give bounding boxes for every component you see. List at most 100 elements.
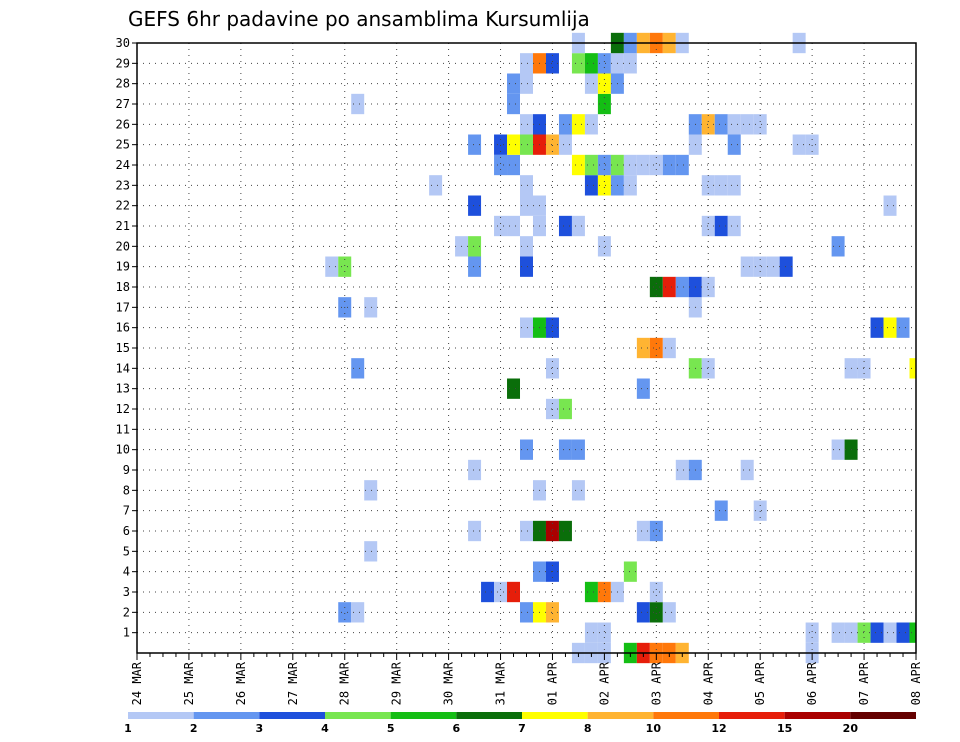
precip-cell: [883, 622, 897, 643]
precip-cell: [507, 378, 521, 399]
precip-cell: [597, 175, 611, 196]
precip-cell: [701, 276, 715, 298]
precip-cell: [364, 541, 378, 562]
precip-cell: [597, 53, 611, 74]
precip-cell: [571, 53, 585, 74]
precip-cell: [364, 297, 378, 318]
precip-cell: [351, 358, 365, 379]
precip-cell: [701, 175, 715, 196]
precip-cell: [507, 134, 521, 155]
x-tick-label: 27 MAR: [286, 661, 300, 705]
precip-cell: [571, 114, 585, 135]
precip-cell: [701, 215, 715, 237]
precip-cell: [597, 236, 611, 257]
chart-title: GEFS 6hr padavine po ansamblima Kursumli…: [128, 7, 590, 31]
precip-cell: [909, 622, 916, 643]
precip-cell: [545, 53, 559, 74]
y-tick-label: 27: [116, 97, 130, 111]
y-tick-label: 21: [116, 219, 130, 233]
precip-cell: [520, 256, 533, 277]
precip-cell: [701, 358, 715, 379]
precip-cell: [520, 53, 533, 74]
x-tick-label: 28 MAR: [338, 661, 352, 705]
y-tick-label: 8: [123, 483, 130, 497]
colorbar-swatch: [587, 712, 654, 719]
y-tick-label: 18: [116, 280, 130, 294]
colorbar-label: 8: [584, 722, 592, 735]
x-tick-label: 05 APR: [753, 661, 767, 705]
precip-cell: [636, 520, 650, 542]
precip-cell: [468, 134, 482, 155]
y-tick-label: 29: [116, 56, 130, 70]
precip-cell: [520, 439, 533, 460]
precip-cell: [649, 337, 663, 359]
colorbar-label: 20: [843, 722, 859, 735]
precip-cell: [584, 73, 598, 94]
x-tick-label: 26 MAR: [234, 661, 248, 705]
y-tick-label: 2: [123, 605, 130, 619]
colorbar-swatch: [522, 712, 588, 719]
precip-cell: [909, 358, 916, 379]
precip-cell: [325, 256, 339, 277]
precip-cell: [649, 154, 663, 176]
colorbar-label: 7: [518, 722, 526, 735]
precip-cell: [623, 175, 637, 196]
colorbar-swatch: [653, 712, 719, 719]
precip-cell: [662, 154, 676, 176]
precip-cell: [520, 520, 533, 542]
precip-cell: [792, 134, 806, 155]
x-tick-label: 03 APR: [649, 661, 663, 705]
precip-cell: [727, 215, 741, 237]
precip-cell: [494, 154, 508, 176]
colorbar-label: 1: [124, 722, 132, 735]
precip-cell: [545, 358, 559, 379]
precip-cell: [727, 175, 741, 196]
y-tick-label: 22: [116, 199, 130, 213]
precip-cell: [429, 175, 443, 196]
precip-cell: [520, 175, 533, 196]
x-tick-label: 30 MAR: [442, 661, 456, 705]
precip-cell: [584, 53, 598, 74]
precip-cell: [558, 520, 572, 542]
precip-cell: [507, 73, 521, 94]
precip-cell: [636, 154, 650, 176]
colorbar-swatch: [719, 712, 785, 719]
precip-cell: [649, 602, 663, 623]
y-tick-label: 23: [116, 178, 130, 192]
precip-cell: [649, 276, 663, 298]
precip-cell: [507, 93, 521, 115]
precip-cell: [545, 134, 559, 155]
y-tick-label: 3: [123, 585, 130, 599]
x-tick-label: 29 MAR: [390, 661, 404, 705]
precip-cell: [520, 602, 533, 623]
precip-cell: [779, 256, 793, 277]
precip-cell: [727, 134, 741, 155]
precip-cell: [662, 337, 676, 359]
precip-cell: [520, 134, 533, 155]
x-axis: 24 MAR 25 MAR 26 MAR 27 MAR 28 MAR 29 MAR 30 M…: [130, 653, 923, 705]
precip-cell: [597, 622, 611, 643]
precip-cell: [649, 520, 663, 542]
x-tick-label: 25 MAR: [182, 661, 196, 705]
x-tick-label: 02 APR: [597, 661, 611, 705]
precip-cell: [545, 317, 559, 338]
precip-cell: [714, 175, 728, 196]
precip-cell: [805, 134, 819, 155]
x-tick-label: 07 APR: [857, 661, 871, 705]
colorbar-legend: 1 2 3 4 5 6 7 8 10 12 15 20: [124, 712, 916, 735]
precip-cell: [831, 622, 845, 643]
precip-cell: [636, 378, 650, 399]
precip-cell: [494, 134, 508, 155]
colorbar-label: 15: [777, 722, 792, 735]
precip-cell: [520, 317, 533, 338]
precip-cell: [870, 622, 884, 643]
y-tick-label: 9: [123, 463, 130, 477]
precip-cell: [870, 317, 884, 338]
y-tick-label: 10: [116, 443, 130, 457]
y-tick-label: 11: [116, 422, 130, 436]
precip-cell: [597, 154, 611, 176]
colorbar-label: 4: [321, 722, 329, 735]
colorbar-label: 3: [256, 722, 264, 735]
precip-cell: [662, 276, 676, 298]
y-axis: 1234567891011121314151617181920212223242…: [116, 36, 137, 640]
